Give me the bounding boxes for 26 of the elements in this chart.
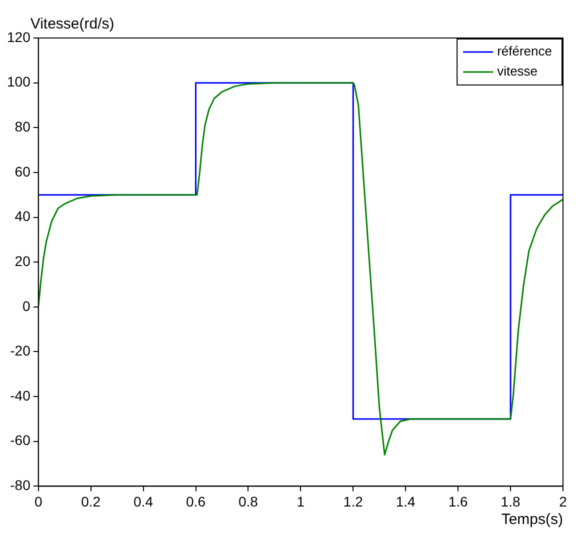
- y-tick-label: 0: [22, 298, 31, 314]
- x-tick-label: 1.8: [500, 493, 520, 510]
- x-tick-label: 0.2: [81, 493, 101, 510]
- legend-label: référence: [497, 44, 552, 59]
- x-axis-title: Temps(s): [501, 510, 564, 528]
- y-tick-label: -40: [10, 387, 31, 404]
- x-tick-label: 0: [34, 493, 42, 510]
- y-axis-title: Vitesse(rd/s): [30, 16, 114, 33]
- y-tick-label: -60: [10, 432, 31, 448]
- y-tick-label: -80: [10, 477, 31, 494]
- y-tick-label: 40: [14, 208, 31, 224]
- y-tick-label: 100: [7, 74, 31, 90]
- x-tick-label: 1.2: [343, 493, 364, 510]
- x-tick-label: 0.8: [238, 493, 258, 510]
- y-tick-label: 20: [14, 252, 31, 269]
- y-tick-label: 60: [14, 163, 31, 180]
- x-tick-label: 2: [559, 493, 568, 510]
- x-tick-label: 1.6: [448, 493, 468, 510]
- x-tick-label: 0.6: [186, 493, 206, 510]
- legend-label: vitesse: [497, 64, 538, 79]
- x-tick-label: 1.4: [396, 493, 416, 510]
- x-tick-label: 0.4: [134, 493, 154, 510]
- y-tick-label: 120: [7, 28, 31, 45]
- y-tick-label: 80: [14, 118, 31, 134]
- x-tick-label: 1: [296, 493, 305, 510]
- y-tick-label: -20: [10, 342, 31, 359]
